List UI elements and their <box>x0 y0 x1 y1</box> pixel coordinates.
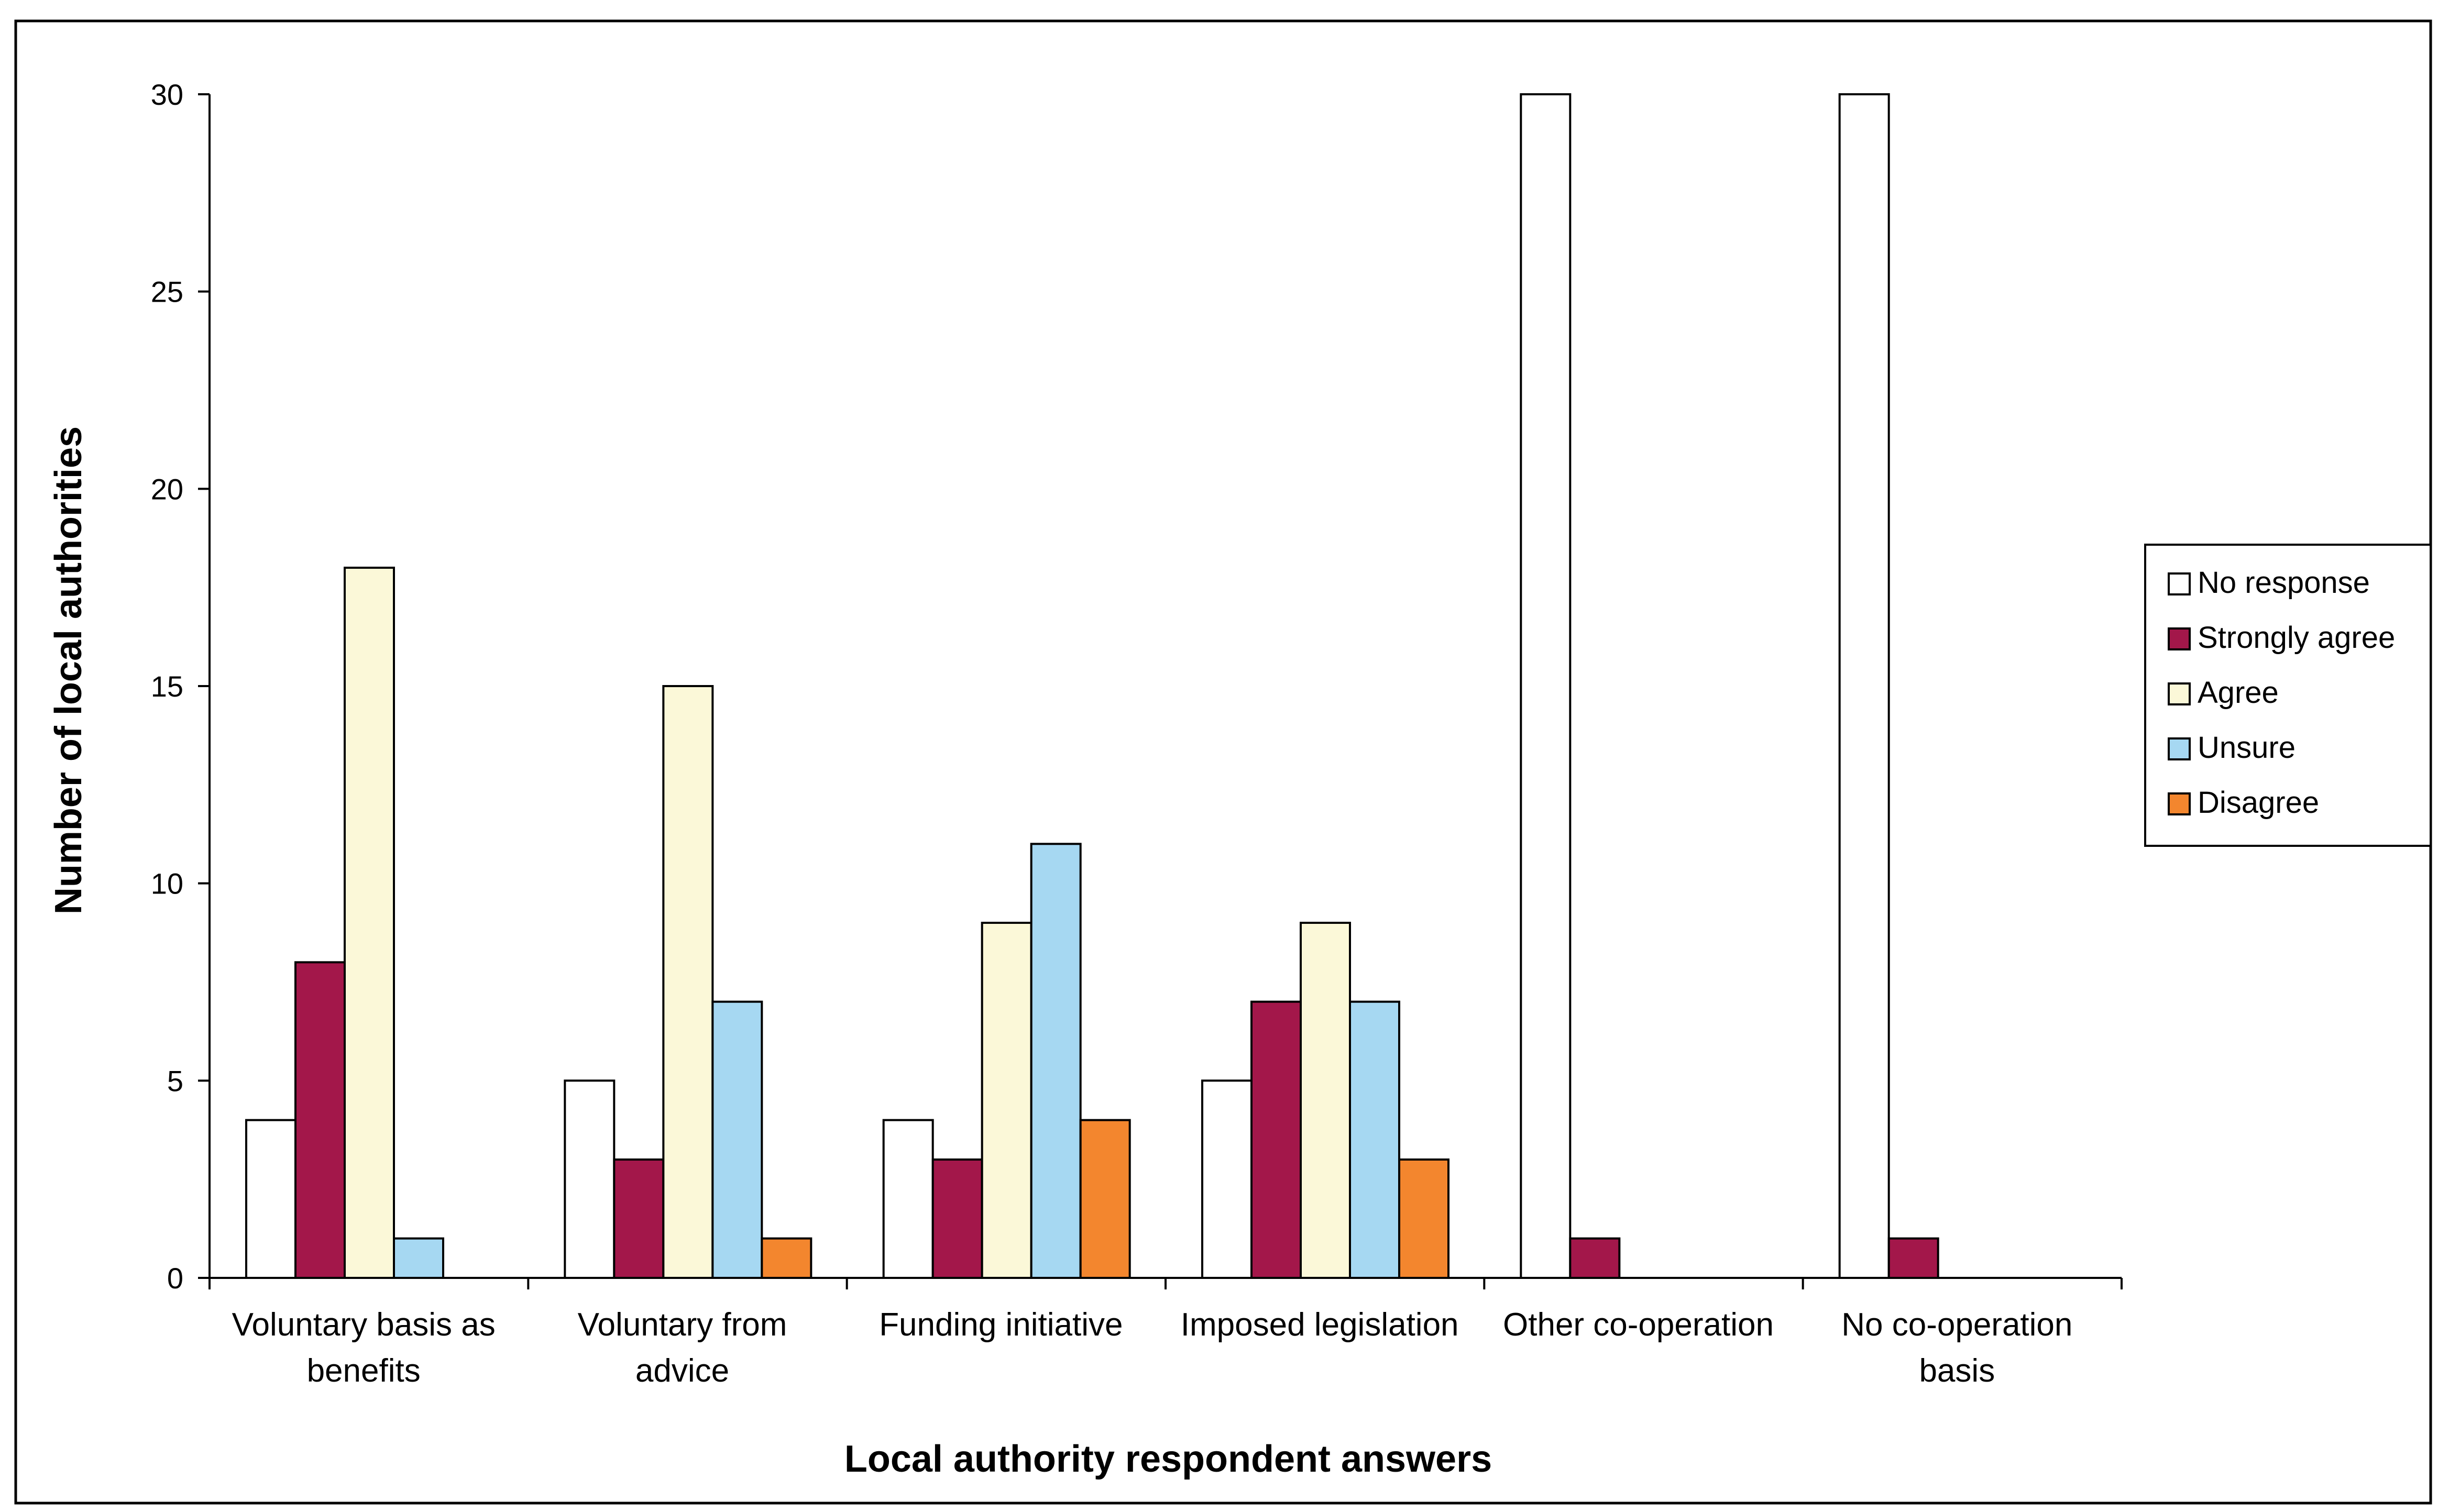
bar-disagree-1 <box>761 1237 812 1279</box>
bar-no-response-2 <box>882 1119 934 1279</box>
bar-strongly-agree-4 <box>1569 1237 1621 1279</box>
y-axis-title: Number of local authorities <box>48 426 90 914</box>
bar-no-response-4 <box>1520 93 1572 1279</box>
y-tick-label: 5 <box>167 1064 183 1097</box>
bar-agree-3 <box>1300 922 1351 1279</box>
legend-box <box>2144 544 2432 847</box>
bar-unsure-0 <box>393 1237 444 1279</box>
y-tick-label: 10 <box>151 867 183 900</box>
x-tick-label: Imposed legislation <box>1181 1307 1459 1343</box>
legend-swatch-strongly-agree <box>2168 627 2191 650</box>
y-tick-label: 20 <box>151 472 183 505</box>
labels-group: 0 5 10 15 20 25 30 Voluntary basis as benefits Vo… <box>151 78 2073 1389</box>
bar-strongly-agree-2 <box>931 1158 983 1279</box>
bar-disagree-2 <box>1079 1119 1131 1279</box>
x-axis-title: Local authority respondent answers <box>844 1438 1492 1480</box>
bar-no-response-1 <box>564 1079 616 1279</box>
legend-label: Unsure <box>2198 731 2296 765</box>
x-tick-label: Funding initiative <box>879 1307 1123 1343</box>
bar-unsure-3 <box>1349 1000 1400 1279</box>
bar-no-response-0 <box>245 1119 296 1279</box>
legend-label: Strongly agree <box>2198 621 2395 655</box>
bar-strongly-agree-5 <box>1887 1237 1939 1279</box>
legend-swatch-unsure <box>2168 737 2191 760</box>
bar-unsure-1 <box>711 1000 763 1279</box>
legend-label: No response <box>2198 566 2370 600</box>
bar-strongly-agree-3 <box>1250 1000 1302 1279</box>
legend-swatch-disagree <box>2168 792 2191 815</box>
y-tick-label: 15 <box>151 670 183 703</box>
bar-agree-1 <box>662 685 714 1279</box>
x-tick-label: No co-operation basis <box>1841 1307 2072 1389</box>
y-tick-label: 0 <box>167 1262 183 1295</box>
legend-swatch-no-response <box>2168 572 2191 595</box>
x-tick-label: Other co-operation <box>1503 1307 1774 1343</box>
bar-agree-0 <box>344 567 395 1279</box>
bar-no-response-5 <box>1838 93 1890 1279</box>
y-tick-label: 25 <box>151 275 183 308</box>
bar-unsure-2 <box>1030 843 1082 1279</box>
bar-agree-2 <box>981 922 1033 1279</box>
x-tick-label: Voluntary from advice <box>578 1307 787 1389</box>
bar-no-response-3 <box>1201 1079 1253 1279</box>
bar-disagree-3 <box>1398 1158 1449 1279</box>
bar-strongly-agree-1 <box>613 1158 665 1279</box>
legend-swatch-agree <box>2168 682 2191 705</box>
bars-group <box>245 93 1939 1279</box>
legend: No response Strongly agree Agree Unsure Disa… <box>2144 544 2432 847</box>
axes-group <box>198 93 2123 1289</box>
legend-label: Agree <box>2198 676 2279 710</box>
bar-strongly-agree-0 <box>294 961 346 1279</box>
legend-label: Disagree <box>2198 786 2319 820</box>
x-tick-label: Voluntary basis as benefits <box>232 1307 496 1389</box>
y-tick-label: 30 <box>151 78 183 111</box>
